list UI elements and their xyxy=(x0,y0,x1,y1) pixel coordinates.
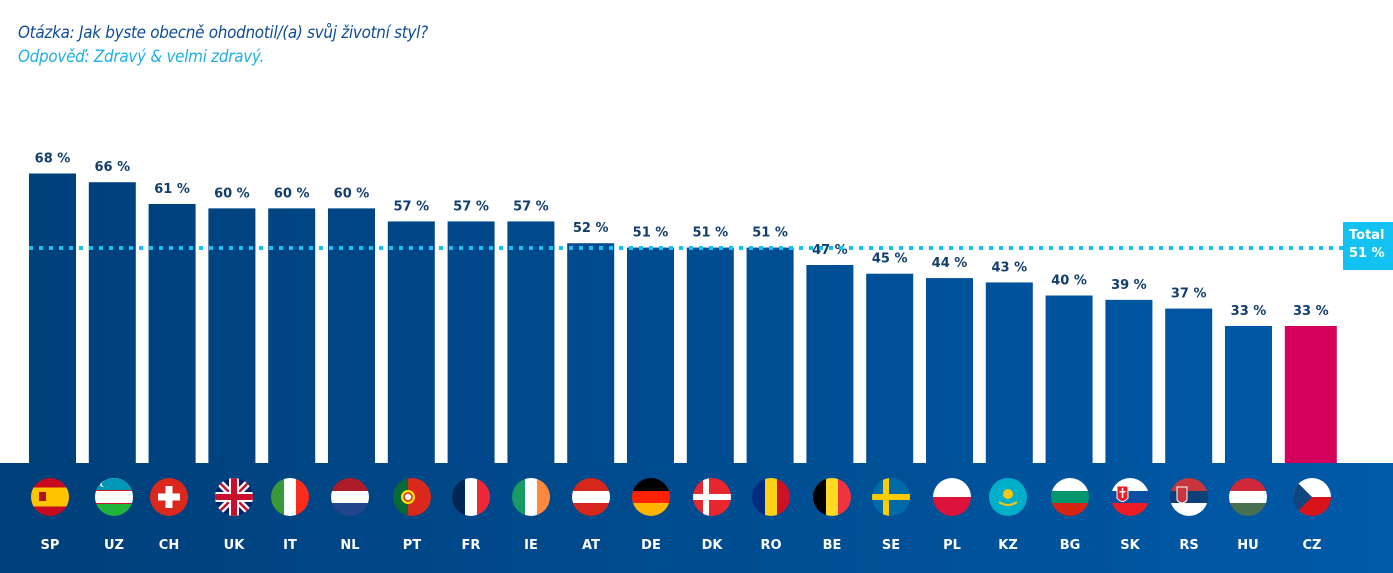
bar-bg xyxy=(1045,295,1093,480)
category-label-it: IT xyxy=(283,538,297,553)
value-label-rs: 37 % xyxy=(1171,287,1207,302)
value-label-be: 47 % xyxy=(812,243,848,258)
bar-cz xyxy=(1284,326,1337,480)
value-label-ch: 61 % xyxy=(154,182,190,197)
total-badge: Total 51 % xyxy=(1343,222,1393,270)
category-label-de: DE xyxy=(641,538,661,553)
question-text: Otázka: Jak byste obecně ohodnotil/(a) s… xyxy=(18,23,428,42)
value-label-de: 51 % xyxy=(633,226,669,241)
value-label-uz: 66 % xyxy=(94,160,130,175)
category-label-fr: FR xyxy=(461,538,481,553)
total-label: Total xyxy=(1349,228,1385,243)
value-label-hu: 33 % xyxy=(1231,304,1267,319)
flag-spain-icon xyxy=(31,478,69,516)
bar-ie xyxy=(507,221,555,480)
category-label-kz: KZ xyxy=(998,538,1018,553)
category-label-cz: CZ xyxy=(1302,538,1322,553)
flag-slovakia-icon xyxy=(1111,478,1149,516)
category-label-uz: UZ xyxy=(104,538,124,553)
flag-czechia-icon xyxy=(1293,478,1331,516)
flag-austria-icon xyxy=(572,478,610,516)
value-label-at: 52 % xyxy=(573,221,609,236)
value-label-se: 45 % xyxy=(872,252,908,267)
category-label-be: BE xyxy=(822,538,842,553)
category-label-ie: IE xyxy=(524,538,538,553)
flag-ireland-icon xyxy=(512,478,550,516)
bar-ch xyxy=(148,204,196,480)
flag-kazakhstan-icon xyxy=(989,478,1027,516)
bar-uz xyxy=(88,182,136,480)
bar-it xyxy=(268,208,316,480)
value-label-uk: 60 % xyxy=(214,186,250,201)
value-label-sp: 68 % xyxy=(35,152,71,167)
value-label-kz: 43 % xyxy=(991,260,1027,275)
bar-de xyxy=(627,247,674,480)
category-label-uk: UK xyxy=(223,538,245,553)
flag-denmark-icon xyxy=(693,478,731,516)
bar-be xyxy=(806,265,854,480)
flag-hungary-icon xyxy=(1229,478,1267,516)
flag-sweden-icon xyxy=(872,478,910,516)
value-label-sk: 39 % xyxy=(1111,278,1147,293)
category-label-sk: SK xyxy=(1120,538,1140,553)
bar-hu xyxy=(1225,326,1272,480)
bar-sk xyxy=(1105,299,1153,480)
category-label-pl: PL xyxy=(943,538,961,553)
category-label-ro: RO xyxy=(760,538,782,553)
category-label-rs: RS xyxy=(1179,538,1199,553)
flag-netherlands-icon xyxy=(331,478,369,516)
bar-se xyxy=(866,273,914,480)
total-value: 51 % xyxy=(1349,246,1385,261)
category-label-bg: BG xyxy=(1059,538,1081,553)
category-label-ch: CH xyxy=(158,538,180,553)
flag-serbia-icon xyxy=(1170,478,1208,516)
value-label-pl: 44 % xyxy=(932,256,968,271)
bar-sp xyxy=(29,173,76,480)
flag-romania-icon xyxy=(752,478,790,516)
value-label-nl: 60 % xyxy=(334,186,370,201)
bar-nl xyxy=(328,208,375,480)
bar-uk xyxy=(208,208,256,480)
category-label-sp: SP xyxy=(40,538,60,553)
category-label-dk: DK xyxy=(701,538,723,553)
category-label-at: AT xyxy=(582,538,600,553)
category-label-pt: PT xyxy=(402,538,422,553)
flag-belgium-icon xyxy=(813,478,851,516)
value-label-it: 60 % xyxy=(274,186,310,201)
bar-dk xyxy=(686,247,734,480)
bar-at xyxy=(567,243,615,480)
flag-italy-icon xyxy=(271,478,309,516)
value-label-ro: 51 % xyxy=(752,226,788,241)
category-label-nl: NL xyxy=(340,538,360,553)
bar-pt xyxy=(387,221,435,480)
answer-text: Odpověď: Zdravý & velmi zdravý. xyxy=(18,47,265,66)
value-label-dk: 51 % xyxy=(692,226,728,241)
value-label-fr: 57 % xyxy=(453,199,489,214)
value-label-ie: 57 % xyxy=(513,199,549,214)
bar-fr xyxy=(447,221,495,480)
flag-germany-icon xyxy=(632,478,670,516)
value-label-bg: 40 % xyxy=(1051,274,1087,289)
category-label-se: SE xyxy=(881,538,901,553)
bar-kz xyxy=(985,282,1033,480)
flag-switzerland-icon xyxy=(150,478,188,516)
flag-united-kingdom-icon xyxy=(215,478,253,516)
flag-portugal-icon xyxy=(393,478,431,516)
bar-rs xyxy=(1165,308,1213,480)
flag-bulgaria-icon xyxy=(1051,478,1089,516)
bar-ro xyxy=(746,247,794,480)
bar-pl xyxy=(926,278,973,480)
flag-france-icon xyxy=(452,478,490,516)
flag-uzbekistan-icon xyxy=(95,478,133,516)
flag-poland-icon xyxy=(933,478,971,516)
category-label-hu: HU xyxy=(1237,538,1259,553)
value-label-pt: 57 % xyxy=(393,199,429,214)
value-label-cz: 33 % xyxy=(1293,304,1329,319)
